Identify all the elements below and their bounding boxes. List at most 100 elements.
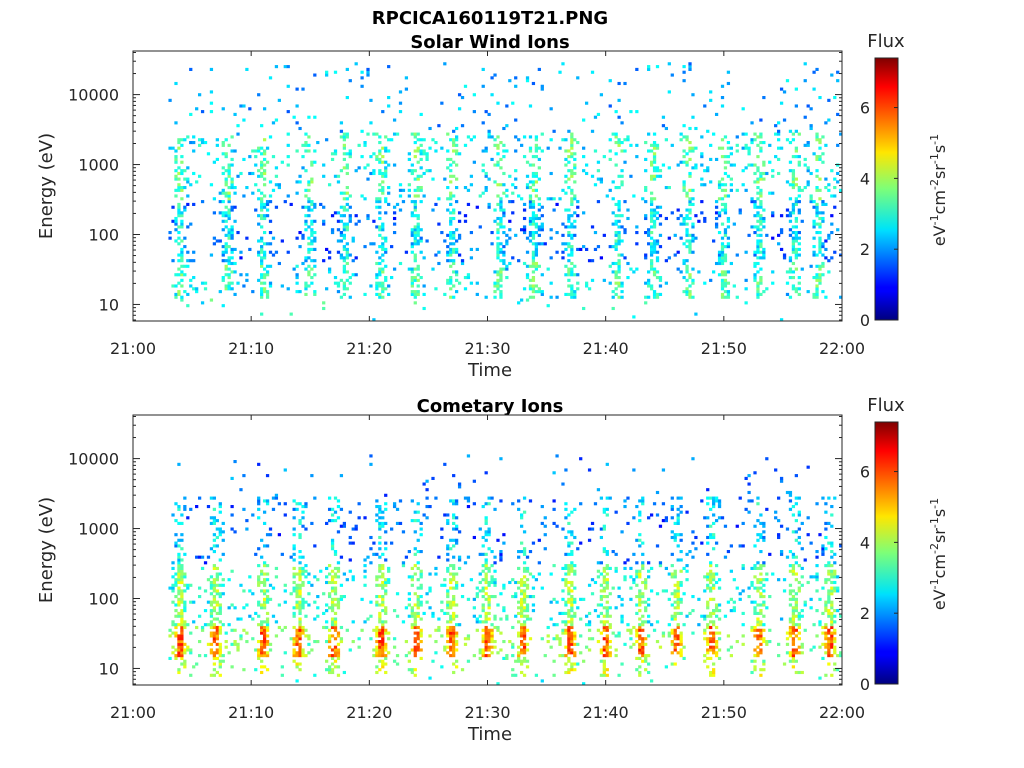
spectrogram-cell: [466, 496, 471, 500]
spectrogram-cell: [298, 533, 302, 537]
spectrogram-cell: [644, 186, 648, 190]
spectrogram-cell: [703, 617, 707, 621]
spectrogram-cell: [330, 157, 335, 161]
spectrogram-cell: [262, 256, 267, 260]
spectrogram-cell: [641, 620, 645, 624]
spectrogram-cell: [670, 651, 674, 655]
spectrogram-cell: [307, 242, 311, 246]
spectrogram-cell: [655, 292, 660, 296]
spectrogram-cell: [295, 264, 299, 268]
spectrogram-cell: [381, 586, 385, 590]
spectrogram-cell: [652, 155, 657, 159]
spectrogram-cell: [342, 228, 346, 232]
spectrogram-cell: [449, 295, 453, 299]
spectrogram-cell: [304, 143, 308, 147]
spectrogram-cell: [177, 586, 181, 590]
spectrogram-cell: [682, 566, 686, 570]
spectrogram-cell: [496, 228, 500, 232]
spectrogram-cell: [815, 295, 819, 299]
spectrogram-cell: [425, 592, 429, 596]
spectrogram-cell: [330, 656, 335, 660]
spectrogram-cell: [257, 214, 261, 218]
spectrogram-cell: [493, 507, 497, 511]
spectrogram-cell: [599, 597, 604, 601]
spectrogram-cell: [555, 600, 559, 604]
spectrogram-cell: [416, 225, 420, 229]
spectrogram-cell: [484, 634, 488, 638]
spectrogram-cell: [254, 155, 258, 159]
spectrogram-cell: [723, 270, 728, 274]
spectrogram-cell: [203, 561, 208, 565]
spectrogram-cell: [788, 589, 793, 593]
spectrogram-cell: [570, 270, 574, 274]
spectrogram-cell: [304, 267, 308, 271]
spectrogram-cell: [602, 155, 606, 159]
spectrogram-cell: [463, 214, 468, 218]
spectrogram-cell: [313, 544, 317, 548]
spectrogram-cell: [682, 242, 686, 246]
spectrogram-cell: [304, 575, 308, 579]
spectrogram-cell: [265, 620, 270, 624]
spectrogram-cell: [484, 533, 488, 537]
spectrogram-cell: [706, 502, 710, 506]
spectrogram-cell: [212, 631, 217, 635]
spectrogram-cell: [673, 253, 677, 257]
spectrogram-cell: [673, 592, 677, 596]
spectrogram-cell: [348, 253, 352, 257]
spectrogram-cell: [573, 586, 577, 590]
spectrogram-cell: [549, 107, 553, 111]
spectrogram-cell: [614, 648, 618, 652]
spectrogram-cell: [679, 583, 683, 587]
spectrogram-cell: [706, 600, 710, 604]
spectrogram-cell: [251, 513, 255, 517]
spectrogram-cell: [310, 259, 314, 263]
spectrogram-cell: [791, 665, 796, 669]
spectrogram-cell: [821, 242, 825, 246]
spectrogram-cell: [676, 589, 680, 593]
spectrogram-cell: [803, 186, 807, 190]
spectrogram-cell: [493, 595, 497, 599]
spectrogram-cell: [260, 292, 264, 296]
spectrogram-cell: [345, 202, 349, 206]
spectrogram-cell: [617, 143, 621, 147]
spectrogram-cell: [197, 654, 202, 658]
spectrogram-cell: [762, 637, 766, 641]
spectrogram-cell: [295, 273, 299, 277]
spectrogram-cell: [387, 566, 391, 570]
spectrogram-cell: [342, 152, 346, 156]
spectrogram-cell: [573, 662, 577, 666]
spectrogram-cell: [647, 654, 651, 658]
spectrogram-cell: [452, 564, 456, 568]
spectrogram-cell: [387, 569, 391, 573]
spectrogram-cell: [649, 231, 654, 235]
spectrogram-cell: [277, 98, 281, 102]
spectrogram-cell: [688, 65, 692, 69]
spectrogram-cell: [762, 141, 766, 145]
spectrogram-cell: [186, 304, 190, 308]
spectrogram-cell: [496, 284, 500, 288]
spectrogram-cell: [325, 566, 329, 570]
spectrogram-cell: [410, 575, 414, 579]
spectrogram-cell: [221, 214, 225, 218]
spectrogram-cell: [416, 637, 420, 641]
spectrogram-cell: [452, 578, 456, 582]
spectrogram-cell: [180, 295, 184, 299]
spectrogram-cell: [641, 580, 645, 585]
spectrogram-cell: [336, 530, 341, 534]
spectrogram-cell: [726, 292, 731, 296]
spectrogram-cell: [567, 216, 571, 221]
spectrogram-cell: [688, 126, 692, 131]
spectrogram-cell: [576, 214, 580, 218]
spectrogram-cell: [756, 239, 760, 243]
spectrogram-cell: [177, 292, 181, 296]
spectrogram-cell: [295, 606, 299, 610]
spectrogram-cell: [487, 654, 491, 658]
spectrogram-cell: [484, 575, 488, 579]
spectrogram-cell: [779, 524, 784, 528]
spectrogram-cell: [449, 617, 453, 621]
spectrogram-cell: [209, 580, 214, 585]
spectrogram-cell: [517, 301, 521, 305]
spectrogram-cell: [387, 104, 391, 108]
spectrogram-cell: [564, 600, 568, 604]
spectrogram-cell: [484, 188, 488, 192]
